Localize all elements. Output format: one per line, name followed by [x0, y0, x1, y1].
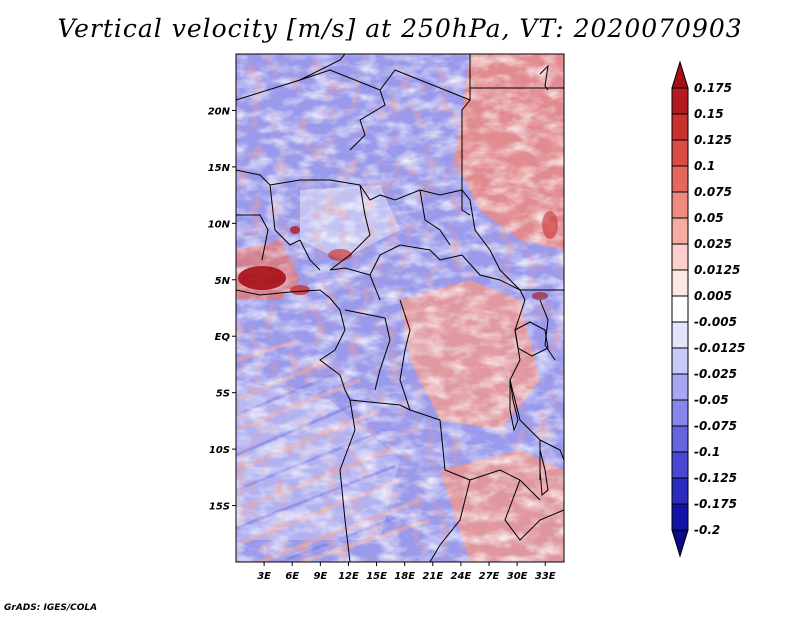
lon-tick-label: 33E: [535, 571, 556, 582]
lon-tick-label: 21E: [422, 571, 443, 582]
colorbar-swatch: [671, 477, 689, 505]
colorbar-swatch: [671, 165, 689, 193]
lat-tick-label: 10S: [209, 445, 230, 456]
chart-title: Vertical velocity [m/s] at 250hPa, VT: 2…: [57, 14, 743, 43]
colorbar-swatch: [671, 373, 689, 401]
lon-tick-label: 27E: [479, 571, 500, 582]
colorbar-label: -0.025: [694, 367, 737, 381]
colorbar-swatch: [671, 139, 689, 167]
colorbar-swatch: [671, 269, 689, 297]
colorbar-swatch: [671, 217, 689, 245]
colorbar-swatch: [671, 321, 689, 349]
country-borders: [236, 54, 564, 562]
lat-tick-label: 20N: [208, 106, 231, 117]
lon-tick-label: 30E: [507, 571, 528, 582]
map-frame: [235, 53, 565, 563]
footer-credit: GrADS: IGES/COLA: [4, 603, 98, 613]
colorbar-max-arrow: [671, 60, 689, 89]
lon-tick-label: 15E: [366, 571, 387, 582]
colorbar-label: 0.05: [694, 211, 724, 225]
lat-tick-label: 10N: [208, 219, 231, 230]
lon-tick-label: 6E: [285, 571, 299, 582]
colorbar-label: -0.125: [694, 471, 737, 485]
colorbar-label: -0.075: [694, 419, 737, 433]
velocity-field: [236, 54, 564, 562]
colorbar-label: -0.175: [694, 497, 737, 511]
lat-tick-label: 5N: [215, 276, 231, 287]
colorbar-swatch: [671, 399, 689, 427]
lon-tick-label: 18E: [394, 571, 415, 582]
colorbar-label: 0.125: [694, 133, 732, 147]
lat-tick-label: 15S: [209, 502, 230, 513]
colorbar-label: 0.0125: [694, 263, 740, 277]
lon-tick-label: 12E: [338, 571, 359, 582]
lon-tick-label: 24E: [451, 571, 472, 582]
colorbar-label: -0.0125: [694, 341, 745, 355]
colorbar-label: -0.1: [694, 445, 720, 459]
lon-tick-label: 9E: [313, 571, 327, 582]
colorbar-label: -0.2: [694, 523, 720, 537]
colorbar-label: -0.005: [694, 315, 737, 329]
lat-tick-label: EQ: [215, 332, 231, 343]
lat-tick-label: 5S: [216, 389, 230, 400]
colorbar-label: 0.075: [694, 185, 732, 199]
colorbar-label: 0.15: [694, 107, 724, 121]
colorbar-swatch: [671, 243, 689, 271]
lon-axis: 3E 6E 9E 12E 15E 18E 21E 24E 27E 30E 33E: [257, 562, 556, 582]
colorbar-min-arrow: [671, 529, 689, 558]
colorbar-label: 0.175: [694, 81, 732, 95]
colorbar-swatch: [671, 295, 689, 323]
lon-tick-label: 3E: [257, 571, 271, 582]
lat-tick-label: 15N: [208, 163, 231, 174]
colorbar-swatch: [671, 113, 689, 141]
colorbar-swatch: [671, 451, 689, 479]
colorbar-swatch: [671, 425, 689, 453]
colorbar-swatch: [671, 347, 689, 375]
colorbar-label: 0.005: [694, 289, 732, 303]
colorbar-swatch: [671, 87, 689, 115]
colorbar-swatch: [671, 503, 689, 531]
colorbar-label: 0.025: [694, 237, 732, 251]
lat-axis: 20N 15N 10N 5N EQ 5S 10S 15S: [208, 106, 236, 513]
colorbar-label: 0.1: [694, 159, 715, 173]
colorbar-swatch: [671, 191, 689, 219]
colorbar-label: -0.05: [694, 393, 729, 407]
